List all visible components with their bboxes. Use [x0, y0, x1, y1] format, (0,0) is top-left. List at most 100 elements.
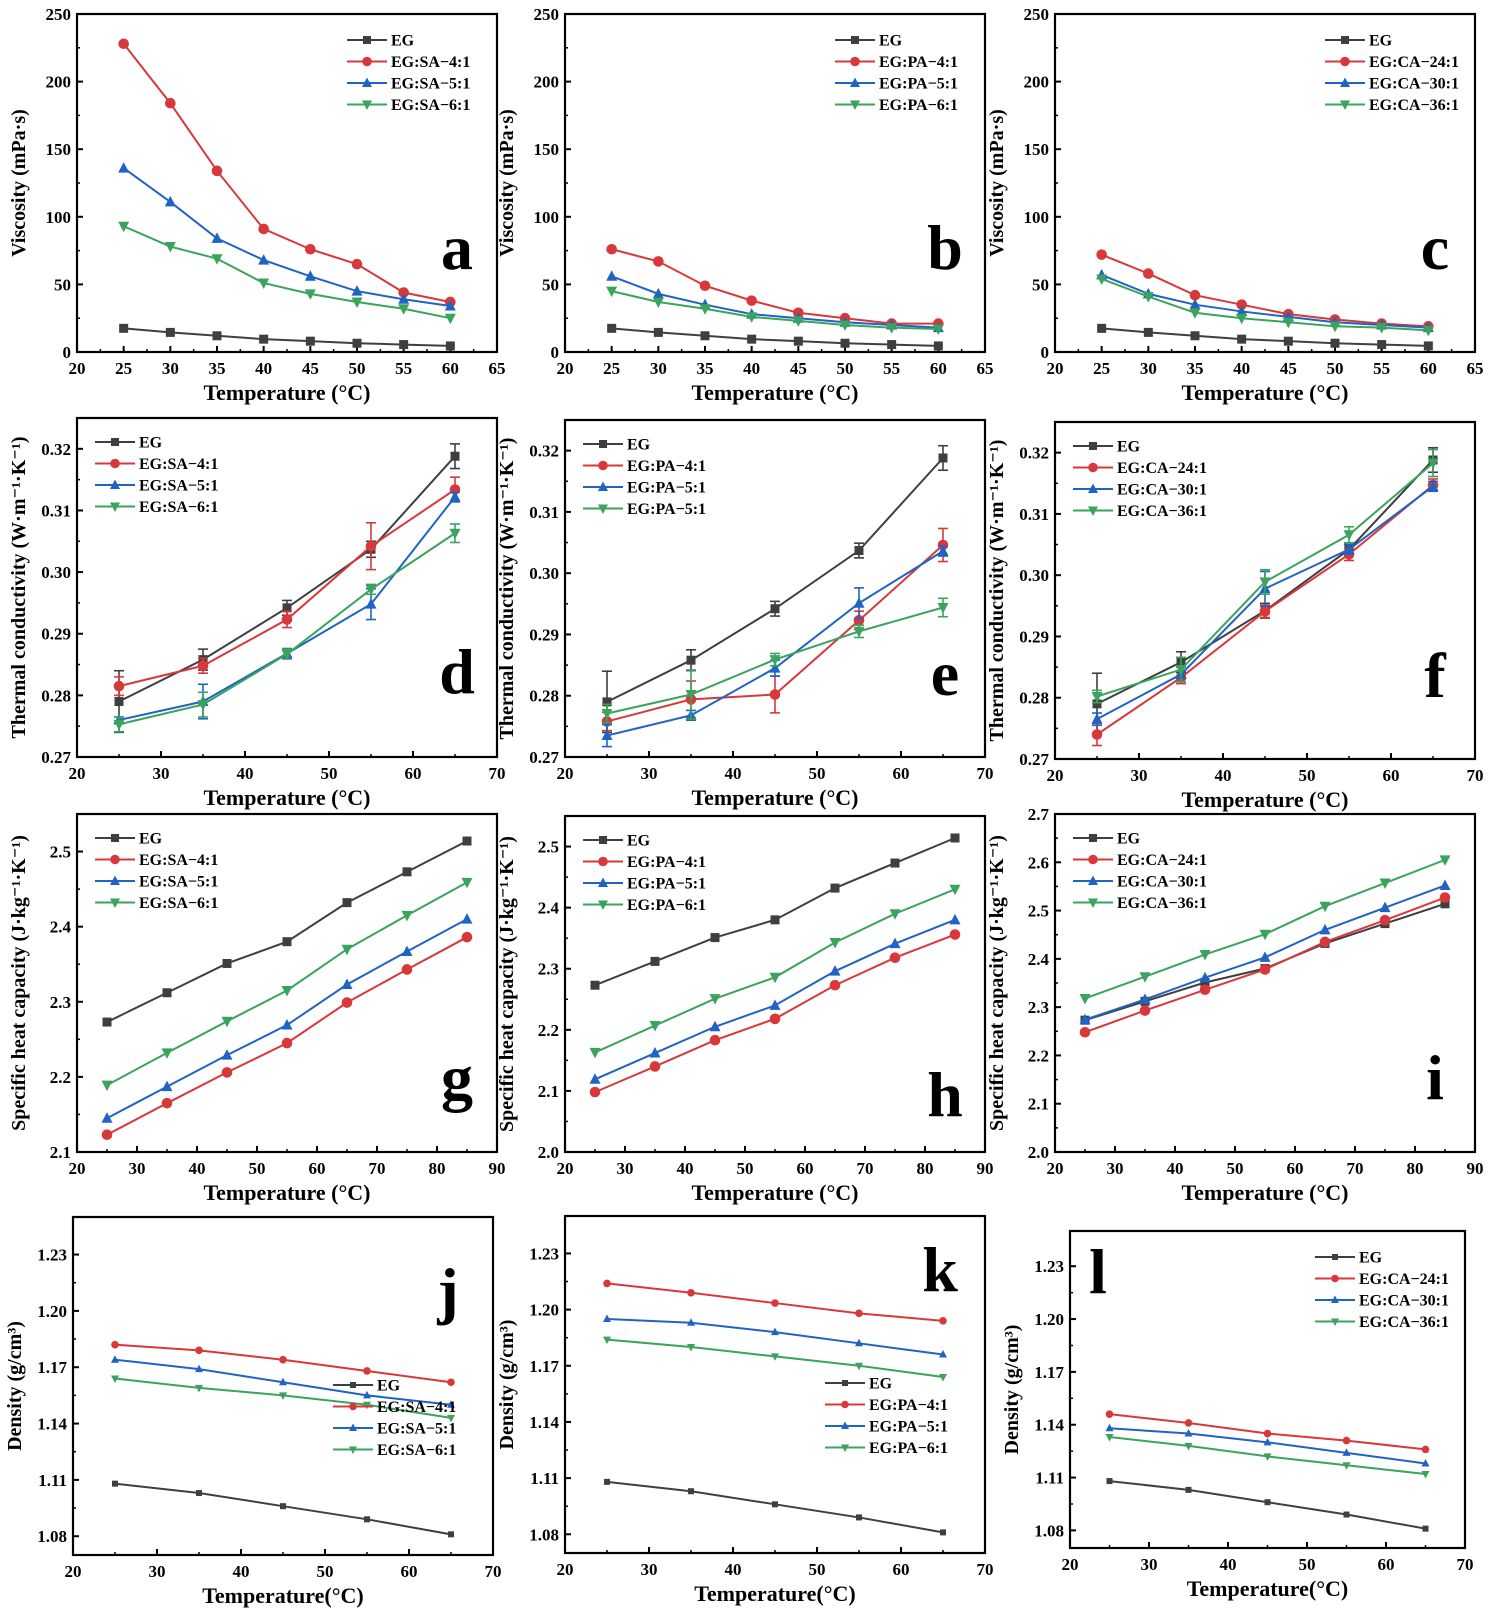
x-tick-label: 30 — [617, 1159, 634, 1178]
series-line — [123, 167, 451, 308]
x-tick-label: 50 — [1299, 766, 1316, 785]
legend: EG EG:SA−4:1 EG:SA−5:1 EG:SA−6:1 — [347, 33, 470, 114]
legend-marker — [362, 100, 372, 110]
legend-marker — [1088, 483, 1098, 493]
data-point — [258, 223, 269, 235]
y-tick-label: 2.2 — [50, 1068, 71, 1087]
y-tick-label: 2.2 — [1028, 1046, 1049, 1065]
data-point — [211, 232, 223, 243]
data-point — [950, 833, 960, 843]
series-1 — [589, 929, 961, 1098]
legend-label: EG:CA−30:1 — [1359, 1293, 1449, 1310]
legend-label: EG — [391, 33, 415, 50]
x-tick-label: 25 — [603, 359, 620, 378]
data-point — [932, 324, 944, 336]
data-point — [364, 1516, 370, 1523]
y-tick-label: 0.32 — [529, 442, 559, 461]
y-tick-label: 2.0 — [1028, 1143, 1049, 1162]
panel-letter: c — [1421, 212, 1449, 283]
x-tick-label: 70 — [489, 764, 506, 783]
x-axis-title: Temperature (°C) — [1181, 380, 1348, 405]
legend-marker — [1088, 462, 1098, 473]
legend-label: EG — [627, 437, 651, 454]
legend-label: EG:CA−30:1 — [1117, 874, 1207, 891]
data-point — [341, 978, 353, 990]
data-point — [1105, 1423, 1114, 1432]
data-point — [401, 945, 413, 956]
data-point — [792, 316, 804, 327]
panel-letter: j — [436, 1255, 458, 1326]
data-point — [1237, 334, 1247, 344]
series-line — [594, 933, 956, 1094]
data-point — [769, 689, 781, 700]
data-point — [1184, 1429, 1193, 1437]
series-1 — [118, 38, 456, 308]
data-point — [164, 242, 176, 253]
data-point — [281, 649, 293, 661]
legend-label: EG:CA−30:1 — [1369, 76, 1459, 93]
data-point — [444, 313, 456, 325]
legend-marker — [111, 834, 119, 842]
x-tick-label: 50 — [809, 764, 826, 783]
y-tick-label: 50 — [54, 275, 71, 294]
series-line — [123, 327, 451, 347]
data-point — [772, 1501, 778, 1508]
legend-label: EG — [879, 33, 903, 50]
data-point — [686, 655, 696, 665]
data-point — [221, 1067, 233, 1078]
series-line — [1084, 902, 1446, 1022]
x-tick-label: 60 — [797, 1159, 814, 1178]
data-point — [829, 979, 841, 991]
x-tick-label: 65 — [977, 359, 994, 378]
data-point — [461, 931, 473, 943]
data-point — [449, 528, 461, 540]
series-2 — [603, 1314, 947, 1358]
data-point — [195, 1384, 203, 1393]
data-point — [949, 929, 961, 940]
data-point — [1263, 1453, 1272, 1461]
data-point — [1343, 543, 1355, 554]
legend: EG EG:SA−4:1 EG:SA−5:1 EG:SA−6:1 — [333, 1378, 456, 1459]
data-point — [853, 615, 865, 626]
data-point — [1190, 331, 1200, 341]
data-point — [118, 221, 130, 233]
panel-letter: h — [927, 1059, 963, 1130]
data-point — [101, 1129, 113, 1141]
data-point — [197, 660, 209, 672]
data-point — [445, 341, 455, 351]
x-tick-label: 50 — [737, 1159, 754, 1178]
legend-label: EG — [1117, 831, 1141, 848]
panel-e: 20 30 40 50 60 70 0.27 0.28 0.29 0.30 0.31 0.32 Temp… — [496, 418, 994, 810]
y-tick-label: 1.08 — [1034, 1521, 1064, 1540]
series-0 — [607, 323, 943, 351]
data-point — [448, 1531, 454, 1538]
data-point — [1199, 950, 1211, 961]
series-0 — [102, 836, 472, 1027]
x-tick-label: 30 — [129, 1159, 146, 1178]
data-point — [769, 972, 781, 984]
data-point — [398, 304, 410, 315]
y-tick-label: 0.29 — [1019, 627, 1049, 646]
y-tick-label: 2.4 — [1028, 950, 1050, 969]
series-3 — [113, 523, 461, 733]
x-tick-label: 30 — [1107, 1159, 1124, 1178]
data-point — [101, 1080, 113, 1092]
data-point — [1184, 1419, 1193, 1427]
y-tick-label: 2.2 — [538, 1021, 559, 1040]
legend-label: EG:CA−36:1 — [1117, 503, 1207, 520]
data-point — [222, 958, 232, 968]
y-tick-label: 0 — [63, 343, 72, 362]
data-point — [937, 602, 949, 614]
legend-label: EG:PA−5:1 — [869, 1419, 948, 1436]
x-tick-label: 90 — [489, 1159, 506, 1178]
x-tick-label: 40 — [725, 764, 742, 783]
x-tick-label: 50 — [249, 1159, 266, 1178]
series-3 — [1096, 274, 1434, 337]
data-point — [161, 1097, 173, 1109]
data-point — [1422, 1525, 1429, 1532]
legend-label: EG:SA−5:1 — [139, 478, 218, 495]
x-tick-label: 70 — [485, 1562, 502, 1581]
data-point — [1259, 964, 1271, 975]
x-tick-label: 80 — [1407, 1159, 1424, 1178]
legend-marker — [598, 856, 608, 867]
